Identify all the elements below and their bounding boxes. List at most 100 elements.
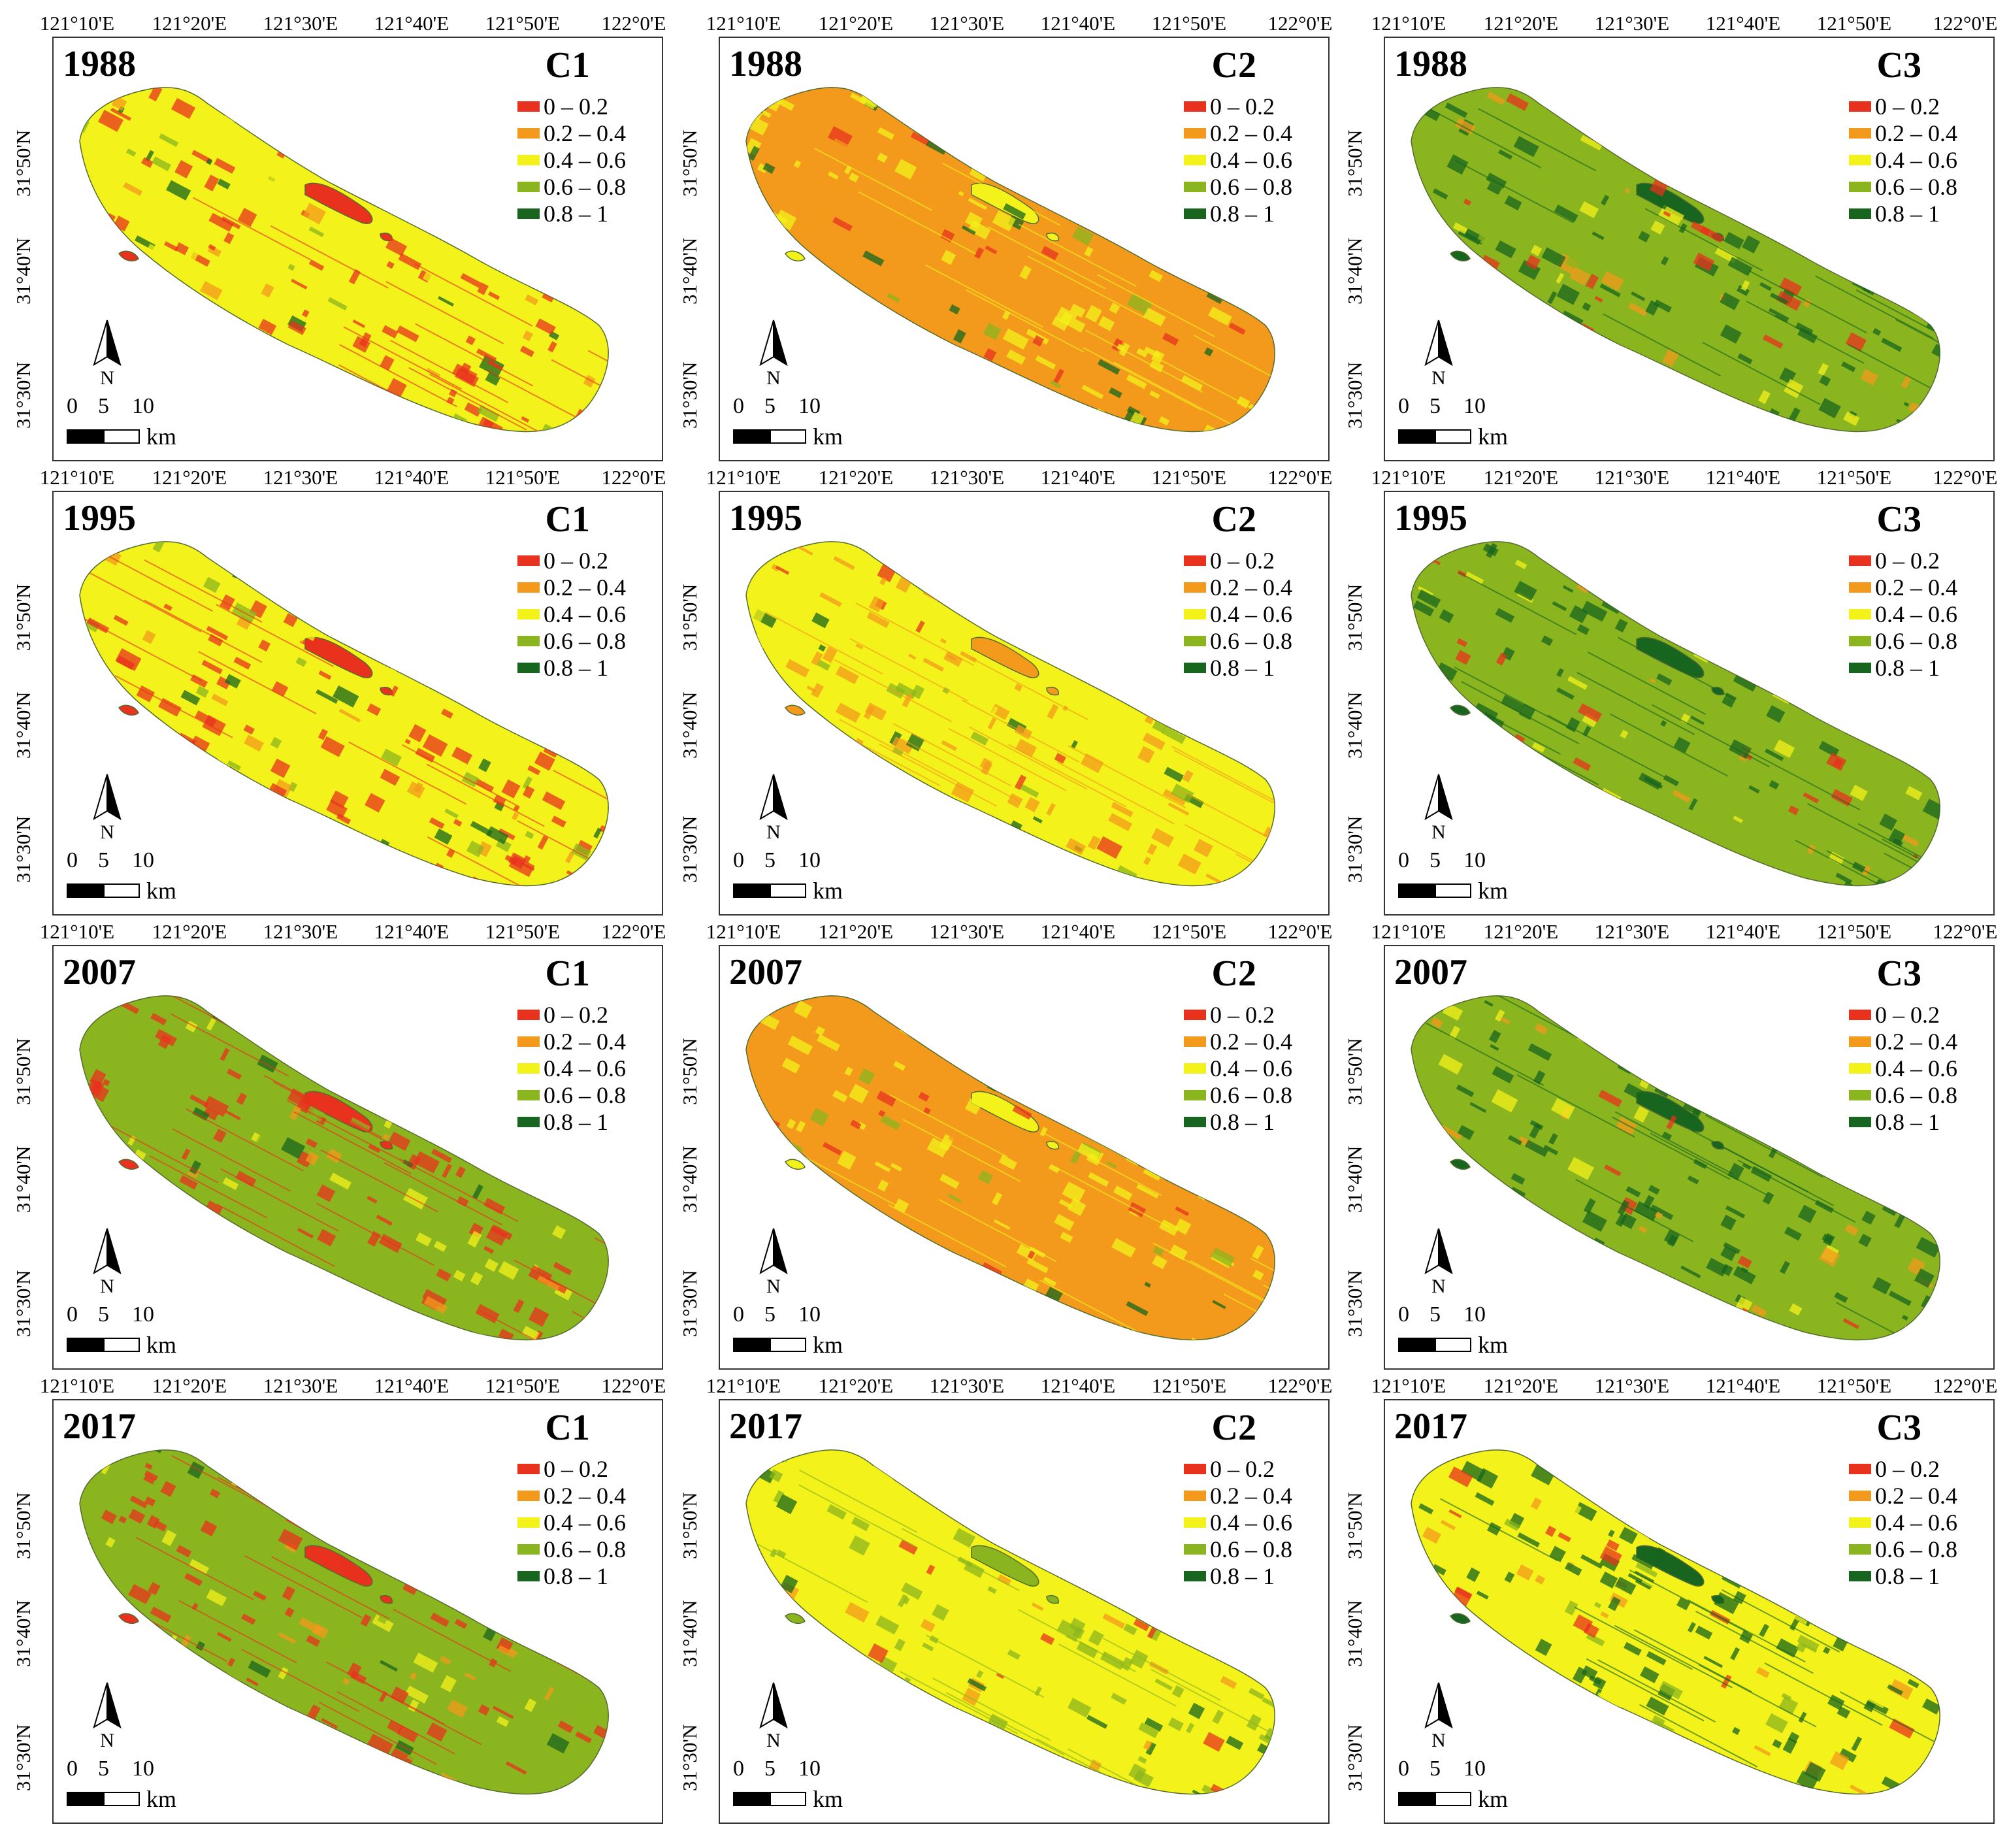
islet xyxy=(1046,1595,1060,1604)
scale-bar-tick: 10 xyxy=(132,848,154,872)
legend-label: 0.8 – 1 xyxy=(544,654,608,681)
year-label: 2017 xyxy=(729,1406,802,1447)
legend-label: 0.4 – 0.6 xyxy=(544,1509,626,1536)
legend-swatch xyxy=(1849,1463,1871,1474)
island-land xyxy=(1411,541,1940,887)
longitude-tick-label: 121°10'E xyxy=(1371,12,1446,35)
scale-bar-segment-white xyxy=(103,1792,140,1806)
longitude-tick-label: 121°30'E xyxy=(1594,1374,1670,1397)
north-arrow-icon: N xyxy=(1424,1228,1453,1297)
longitude-tick-label: 121°50'E xyxy=(485,12,561,35)
longitude-tick-label: 121°40'E xyxy=(374,466,449,489)
longitude-ticks: 121°10'E 121°20'E 121°30'E 121°40'E 121°50'E… xyxy=(706,916,1333,949)
longitude-tick-label: 122°0'E xyxy=(1267,12,1333,35)
islet xyxy=(1046,687,1060,696)
legend-label: 0.6 – 0.8 xyxy=(1210,1536,1292,1562)
scale-bar-tick: 5 xyxy=(1429,394,1441,418)
legend: 0 – 0.2 0.2 – 0.4 0.4 – 0.6 0.6 – 0.8 0.8 – … xyxy=(517,1001,626,1135)
legend-label: 0.8 – 1 xyxy=(1210,200,1275,227)
longitude-tick-label: 121°50'E xyxy=(485,1374,561,1397)
legend-swatch xyxy=(517,1570,540,1581)
latitude-tick-label: 31°30'N xyxy=(678,1270,701,1337)
scale-bar-segment-black xyxy=(1398,429,1435,444)
north-label: N xyxy=(1431,367,1446,389)
scale-bar-segment-white xyxy=(770,883,806,898)
north-arrow-icon: N xyxy=(93,774,122,843)
legend-item: 0.6 – 0.8 xyxy=(1849,1536,1957,1562)
legend-item: 0.4 – 0.6 xyxy=(1849,1055,1957,1081)
map-frame: 1995 C2 0 – 0.2 0.2 – 0.4 0.4 – 0.6 0.6 – 0.8… xyxy=(719,491,1330,916)
scale-bar-ticks: 0 5 10 xyxy=(67,1757,197,1783)
scale-bar-tick: 0 xyxy=(733,394,744,418)
legend-label: 0.8 – 1 xyxy=(1875,1562,1940,1589)
islet xyxy=(971,1545,1039,1587)
scale-bar-segment-white xyxy=(770,1792,806,1806)
legend-swatch xyxy=(1849,101,1871,112)
scale-bar-tick: 10 xyxy=(798,848,821,872)
latitude-tick-label: 31°30'N xyxy=(678,1724,701,1791)
scale-bar-segment-black xyxy=(1398,1338,1435,1352)
longitude-tick-label: 122°0'E xyxy=(1267,920,1333,943)
scale-bar-graphic: km xyxy=(67,877,197,904)
latitude-tick-label: 31°30'N xyxy=(12,816,35,883)
legend-swatch xyxy=(517,1490,540,1501)
north-label: N xyxy=(100,367,114,389)
latitude-tick-label: 31°50'N xyxy=(12,1038,35,1105)
legend-swatch xyxy=(1849,1009,1871,1020)
longitude-tick-label: 121°30'E xyxy=(263,12,338,35)
legend-label: 0 – 0.2 xyxy=(1875,93,1940,120)
legend-item: 0.6 – 0.8 xyxy=(517,173,626,200)
longitude-tick-label: 121°40'E xyxy=(1040,12,1116,35)
legend-label: 0 – 0.2 xyxy=(544,547,608,574)
island-map xyxy=(745,1449,1275,1795)
legend-item: 0.4 – 0.6 xyxy=(517,146,626,173)
scale-bar-tick: 10 xyxy=(1463,394,1486,418)
legend-swatch xyxy=(517,1063,540,1074)
scale-bar-tick: 0 xyxy=(67,848,78,872)
longitude-tick-label: 121°10'E xyxy=(39,12,115,35)
map-frame: 2007 C3 0 – 0.2 0.2 – 0.4 0.4 – 0.6 0.6 – 0.8… xyxy=(1384,945,1995,1370)
legend-item: 0.4 – 0.6 xyxy=(1184,601,1292,627)
longitude-tick-label: 121°30'E xyxy=(1594,12,1670,35)
longitude-tick-label: 121°30'E xyxy=(263,466,338,489)
longitude-tick-label: 122°0'E xyxy=(1933,920,1998,943)
scale-bar-segment-black xyxy=(1398,883,1435,898)
legend-label: 0.8 – 1 xyxy=(1210,1562,1275,1589)
longitude-tick-label: 121°40'E xyxy=(1040,1374,1116,1397)
legend-swatch xyxy=(1184,208,1206,219)
legend-item: 0 – 0.2 xyxy=(517,93,626,120)
scale-bar: 0 5 10 km xyxy=(67,848,197,904)
legend-swatch xyxy=(517,154,540,165)
scale-bar-graphic: km xyxy=(733,1785,864,1813)
legend-label: 0.6 – 0.8 xyxy=(1210,1081,1292,1108)
legend-label: 0.8 – 1 xyxy=(544,200,608,227)
legend-item: 0 – 0.2 xyxy=(1849,1455,1957,1482)
legend-label: 0 – 0.2 xyxy=(1875,547,1940,574)
longitude-tick-label: 121°30'E xyxy=(929,1374,1005,1397)
latitude-tick-label: 31°50'N xyxy=(678,129,701,197)
legend-item: 0 – 0.2 xyxy=(1184,1001,1292,1028)
legend-item: 0.8 – 1 xyxy=(517,200,626,227)
legend-label: 0.2 – 0.4 xyxy=(544,1028,626,1055)
legend-item: 0.4 – 0.6 xyxy=(517,1055,626,1081)
legend-swatch xyxy=(1849,127,1871,139)
legend-item: 0.2 – 0.4 xyxy=(1849,120,1957,146)
latitude-tick-label: 31°40'N xyxy=(678,691,701,759)
longitude-tick-label: 121°50'E xyxy=(1151,920,1227,943)
legend-item: 0.6 – 0.8 xyxy=(1184,1081,1292,1108)
north-arrow-icon: N xyxy=(93,320,122,389)
scale-bar-segment-white xyxy=(770,429,806,444)
scale-bar-unit: km xyxy=(813,878,843,904)
map-panel: 121°10'E 121°20'E 121°30'E 121°40'E 121°50'E… xyxy=(678,916,1333,1370)
legend-swatch xyxy=(1184,582,1206,593)
scale-bar-unit: km xyxy=(1478,1786,1509,1812)
scale-bar-graphic: km xyxy=(1398,1785,1529,1813)
north-label: N xyxy=(766,1276,781,1297)
legend-item: 0.8 – 1 xyxy=(1849,654,1957,681)
scale-bar-unit: km xyxy=(146,423,177,450)
legend-label: 0 – 0.2 xyxy=(544,1455,608,1482)
legend-label: 0.8 – 1 xyxy=(544,1562,608,1589)
latitude-tick-label: 31°50'N xyxy=(1343,1492,1366,1559)
scale-bar-segment-black xyxy=(733,883,770,898)
scale-bar-tick: 10 xyxy=(132,1757,154,1781)
